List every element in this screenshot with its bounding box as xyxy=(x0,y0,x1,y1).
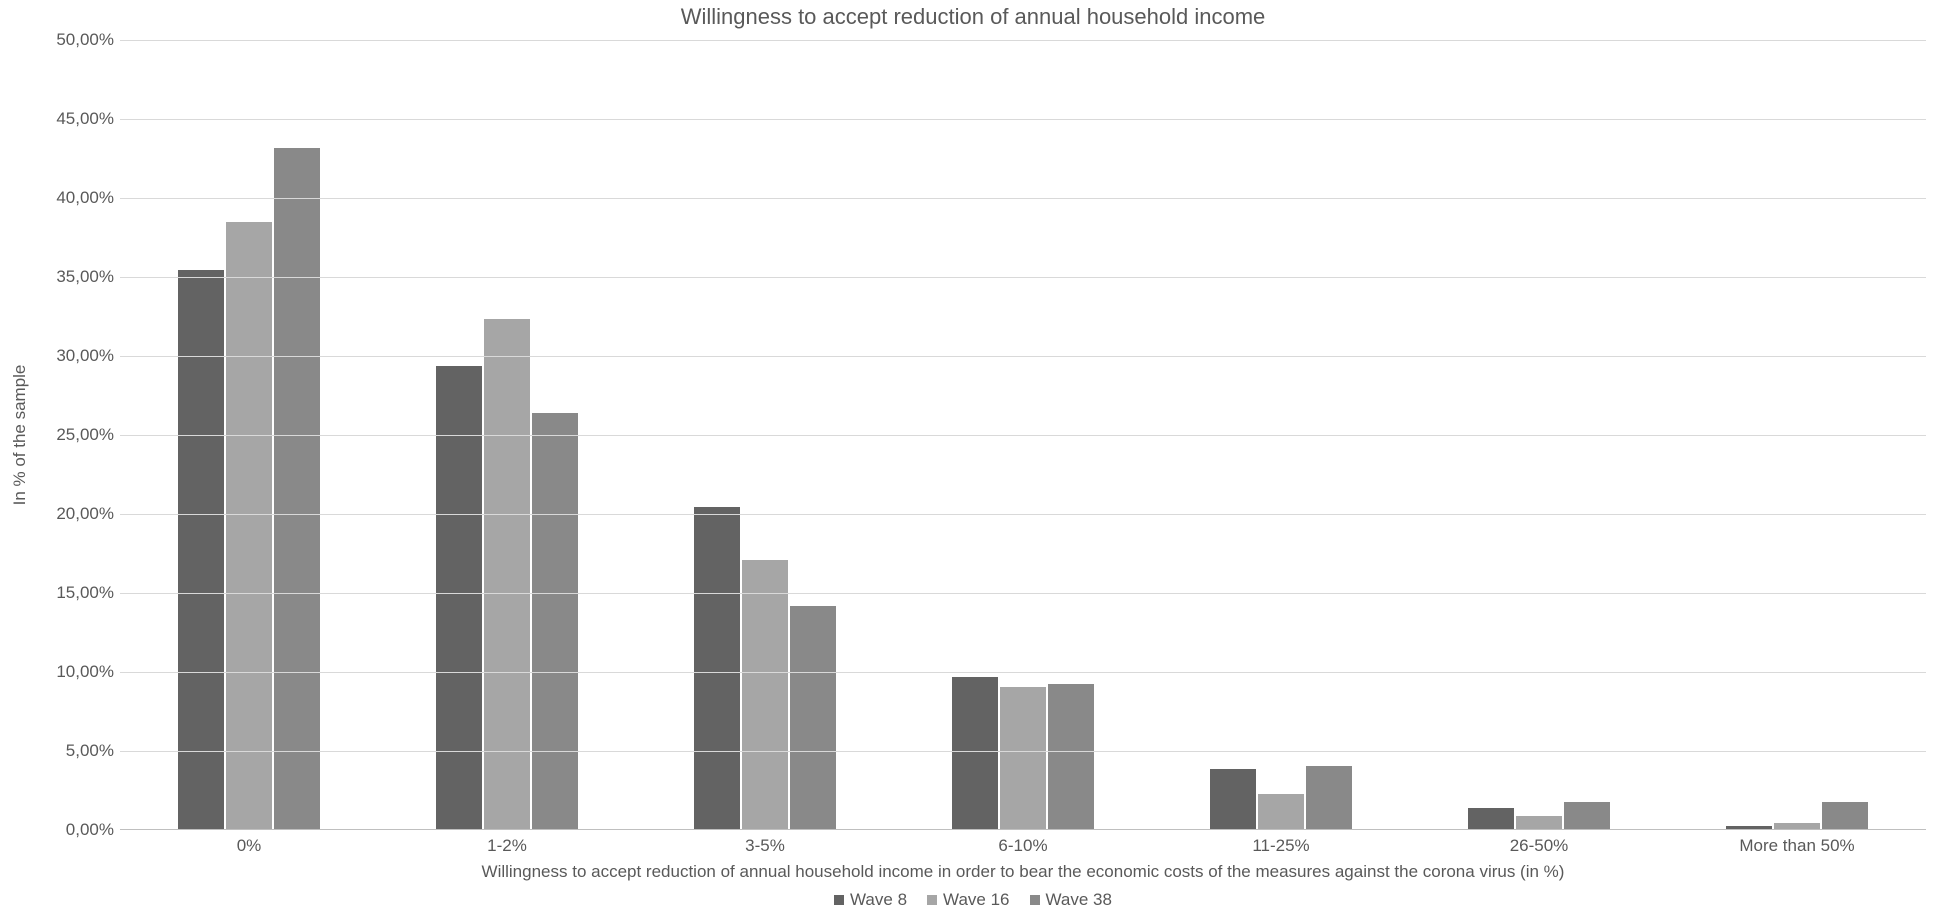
gridline xyxy=(120,751,1926,752)
bar xyxy=(952,677,998,829)
gridline xyxy=(120,356,1926,357)
bar xyxy=(1564,802,1610,829)
y-tick-label: 20,00% xyxy=(14,504,114,524)
x-tick-label: 1-2% xyxy=(487,836,527,856)
bar xyxy=(274,148,320,829)
gridline xyxy=(120,277,1926,278)
legend-swatch xyxy=(834,895,844,905)
bar xyxy=(1048,684,1094,829)
legend-swatch xyxy=(1030,895,1040,905)
gridline xyxy=(120,593,1926,594)
legend-swatch xyxy=(927,895,937,905)
bar xyxy=(742,560,788,829)
x-tick-label: 0% xyxy=(237,836,262,856)
x-tick-label: 3-5% xyxy=(745,836,785,856)
legend-item: Wave 38 xyxy=(1030,890,1112,910)
bar xyxy=(532,413,578,829)
y-tick-label: 45,00% xyxy=(14,109,114,129)
y-tick-label: 5,00% xyxy=(14,741,114,761)
gridline xyxy=(120,435,1926,436)
y-tick-label: 30,00% xyxy=(14,346,114,366)
y-tick-label: 35,00% xyxy=(14,267,114,287)
bar xyxy=(226,222,272,829)
bar xyxy=(1726,826,1772,829)
bar xyxy=(1774,823,1820,829)
y-tick-label: 50,00% xyxy=(14,30,114,50)
bar xyxy=(1306,766,1352,829)
legend-item: Wave 8 xyxy=(834,890,907,910)
bar xyxy=(694,507,740,829)
x-tick-label: 11-25% xyxy=(1252,836,1309,856)
x-tick-label: More than 50% xyxy=(1739,836,1854,856)
bar xyxy=(1258,794,1304,829)
y-tick-label: 15,00% xyxy=(14,583,114,603)
bar xyxy=(1516,816,1562,829)
bar xyxy=(1822,802,1868,829)
legend-item: Wave 16 xyxy=(927,890,1009,910)
y-tick-label: 40,00% xyxy=(14,188,114,208)
legend-label: Wave 8 xyxy=(850,890,907,910)
legend: Wave 8 Wave 16 Wave 38 xyxy=(0,890,1946,910)
gridline xyxy=(120,198,1926,199)
legend-label: Wave 38 xyxy=(1046,890,1112,910)
gridline xyxy=(120,514,1926,515)
bar xyxy=(790,606,836,829)
legend-label: Wave 16 xyxy=(943,890,1009,910)
chart-container: Willingness to accept reduction of annua… xyxy=(0,0,1946,921)
bar xyxy=(484,319,530,829)
x-tick-label: 6-10% xyxy=(998,836,1047,856)
bar xyxy=(1000,687,1046,829)
y-tick-label: 10,00% xyxy=(14,662,114,682)
gridline xyxy=(120,40,1926,41)
bar xyxy=(1210,769,1256,829)
x-tick-label: 26-50% xyxy=(1510,836,1569,856)
gridline xyxy=(120,119,1926,120)
y-tick-label: 25,00% xyxy=(14,425,114,445)
chart-title: Willingness to accept reduction of annua… xyxy=(0,4,1946,30)
bar xyxy=(178,270,224,829)
x-axis-title: Willingness to accept reduction of annua… xyxy=(120,862,1926,882)
plot-area xyxy=(120,40,1926,830)
y-tick-label: 0,00% xyxy=(14,820,114,840)
bar xyxy=(1468,808,1514,829)
gridline xyxy=(120,672,1926,673)
